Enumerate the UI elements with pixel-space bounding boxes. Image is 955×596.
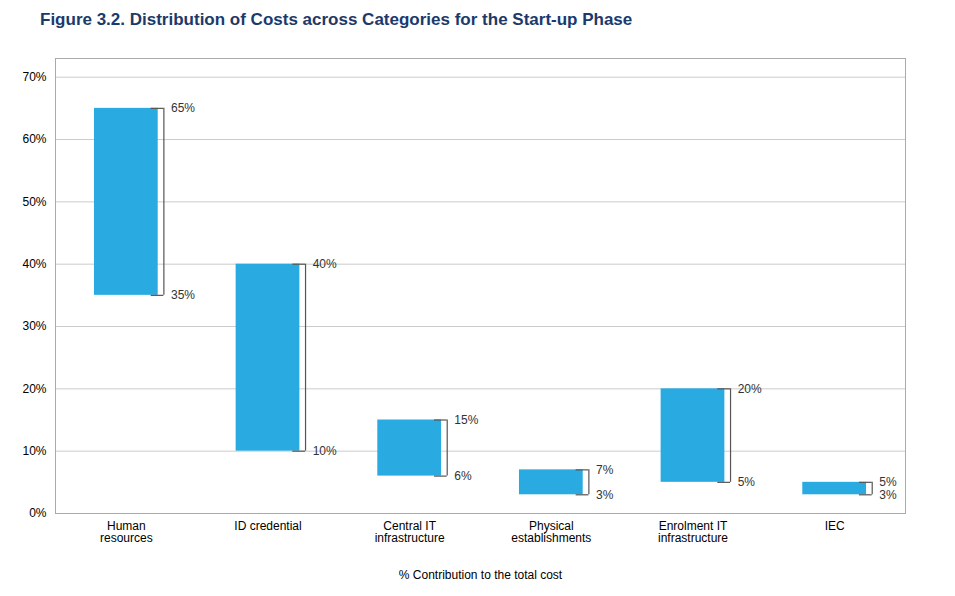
svg-text:5%: 5% [738, 475, 756, 489]
svg-text:40%: 40% [22, 257, 46, 271]
svg-text:Central ITinfrastructure: Central ITinfrastructure [375, 519, 445, 545]
svg-text:ID credential: ID credential [234, 519, 301, 533]
svg-text:15%: 15% [454, 413, 478, 427]
svg-text:70%: 70% [22, 70, 46, 84]
svg-text:Humanresources: Humanresources [100, 519, 153, 545]
svg-text:30%: 30% [22, 319, 46, 333]
svg-text:3%: 3% [879, 488, 897, 502]
svg-text:0%: 0% [29, 506, 47, 520]
svg-text:50%: 50% [22, 195, 46, 209]
svg-text:35%: 35% [171, 288, 195, 302]
svg-text:60%: 60% [22, 132, 46, 146]
svg-text:IEC: IEC [825, 519, 845, 533]
svg-text:% Contribution to the total co: % Contribution to the total cost [399, 568, 563, 582]
svg-text:Physicalestablishments: Physicalestablishments [511, 519, 591, 545]
svg-text:3%: 3% [596, 488, 614, 502]
svg-text:20%: 20% [738, 382, 762, 396]
svg-text:Enrolment ITinfrastructure: Enrolment ITinfrastructure [658, 519, 728, 545]
svg-text:6%: 6% [454, 469, 472, 483]
svg-text:65%: 65% [171, 101, 195, 115]
svg-text:40%: 40% [313, 257, 337, 271]
html-text:Figure 3.2. Distribution of Co: Figure 3.2. Distribution of Costs across… [40, 10, 633, 29]
svg-text:10%: 10% [313, 444, 337, 458]
svg-text:20%: 20% [22, 382, 46, 396]
svg-text:7%: 7% [596, 463, 614, 477]
svg-text:5%: 5% [879, 475, 897, 490]
svg-text:10%: 10% [22, 444, 46, 458]
